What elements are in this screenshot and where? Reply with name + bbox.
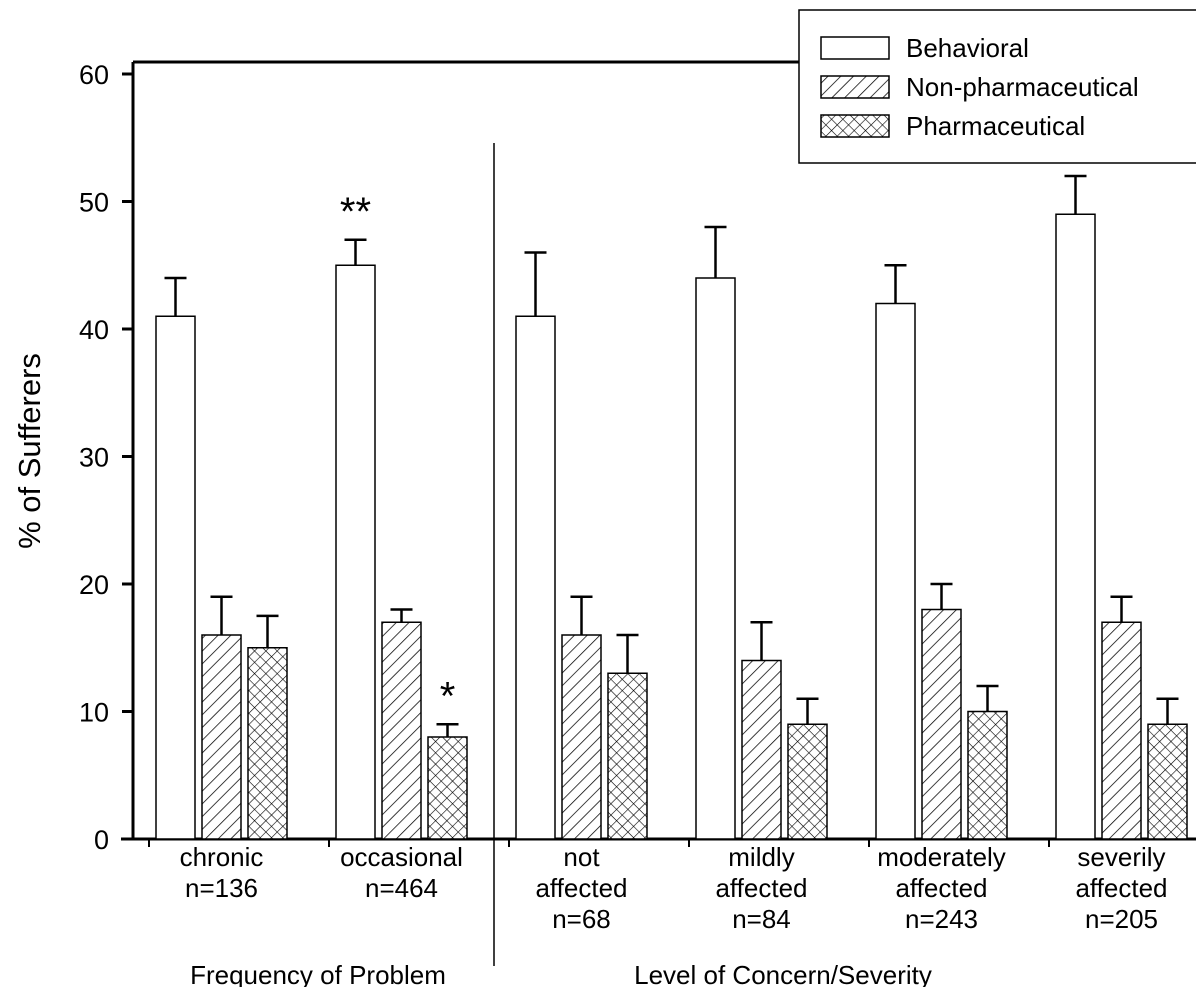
- group-labels: Frequency of Problem Level of Concern/Sev…: [190, 960, 932, 987]
- bar-behavioral: [515, 315, 556, 840]
- category-label: n=464: [365, 873, 438, 903]
- y-axis-label: % of Sufferers: [12, 353, 47, 549]
- category-label: n=68: [552, 904, 611, 934]
- bar-pharmaceutical: [967, 710, 1008, 840]
- category-labels: chronicn=136occasionaln=464notaffectedn=…: [148, 839, 1168, 934]
- category-label: affected: [715, 873, 807, 903]
- bar-behavioral: [155, 315, 196, 840]
- legend: Behavioral Non-pharmaceutical Pharmaceutic…: [798, 9, 1196, 164]
- bar-pharmaceutical: [787, 723, 828, 840]
- error-bars: [164, 174, 1179, 737]
- category-label: severily: [1077, 842, 1165, 872]
- y-tick-label: 40: [79, 315, 109, 345]
- category-label: affected: [895, 873, 987, 903]
- category-label: moderately: [877, 842, 1006, 872]
- significance-marker: **: [340, 190, 371, 234]
- category-label: affected: [535, 873, 627, 903]
- y-tick-label: 30: [79, 443, 109, 473]
- legend-label: Behavioral: [906, 33, 1029, 63]
- y-tick-label: 50: [79, 188, 109, 218]
- bar-pharmaceutical: [1147, 723, 1188, 840]
- y-tick-label: 10: [79, 698, 109, 728]
- category-label: n=243: [905, 904, 978, 934]
- legend-label: Pharmaceutical: [906, 111, 1085, 141]
- bar-non-pharmaceutical: [921, 608, 962, 840]
- bars: [155, 213, 1188, 840]
- bar-pharmaceutical: [247, 647, 288, 840]
- category-label: not: [563, 842, 600, 872]
- bar-behavioral: [695, 277, 736, 840]
- y-tick-label: 60: [79, 60, 109, 90]
- bar-behavioral: [875, 302, 916, 840]
- legend-swatch: [820, 75, 890, 99]
- significance-marker: *: [440, 674, 456, 718]
- y-tick-label: 20: [79, 570, 109, 600]
- category-label: n=136: [185, 873, 258, 903]
- bar-non-pharmaceutical: [741, 659, 782, 840]
- bar-non-pharmaceutical: [201, 634, 242, 840]
- category-label: n=205: [1085, 904, 1158, 934]
- group-label: Frequency of Problem: [190, 960, 446, 987]
- category-label: occasional: [340, 842, 463, 872]
- bar-non-pharmaceutical: [561, 634, 602, 840]
- legend-swatch: [820, 114, 890, 138]
- bar-behavioral: [335, 264, 376, 840]
- bar-non-pharmaceutical: [381, 621, 422, 840]
- category-label: chronic: [180, 842, 264, 872]
- y-axis-ticks: 0 10 20 30 40 50 60: [79, 60, 133, 855]
- bar-non-pharmaceutical: [1101, 621, 1142, 840]
- legend-swatch: [820, 36, 890, 60]
- bar-behavioral: [1055, 213, 1096, 840]
- bar-pharmaceutical: [427, 736, 468, 840]
- y-tick-label: 0: [94, 825, 109, 855]
- category-label: mildly: [728, 842, 794, 872]
- significance-annotations: ***: [340, 190, 455, 719]
- bar-pharmaceutical: [607, 672, 648, 840]
- legend-label: Non-pharmaceutical: [906, 72, 1139, 102]
- category-label: n=84: [732, 904, 791, 934]
- group-label: Level of Concern/Severity: [634, 960, 932, 987]
- category-label: affected: [1075, 873, 1167, 903]
